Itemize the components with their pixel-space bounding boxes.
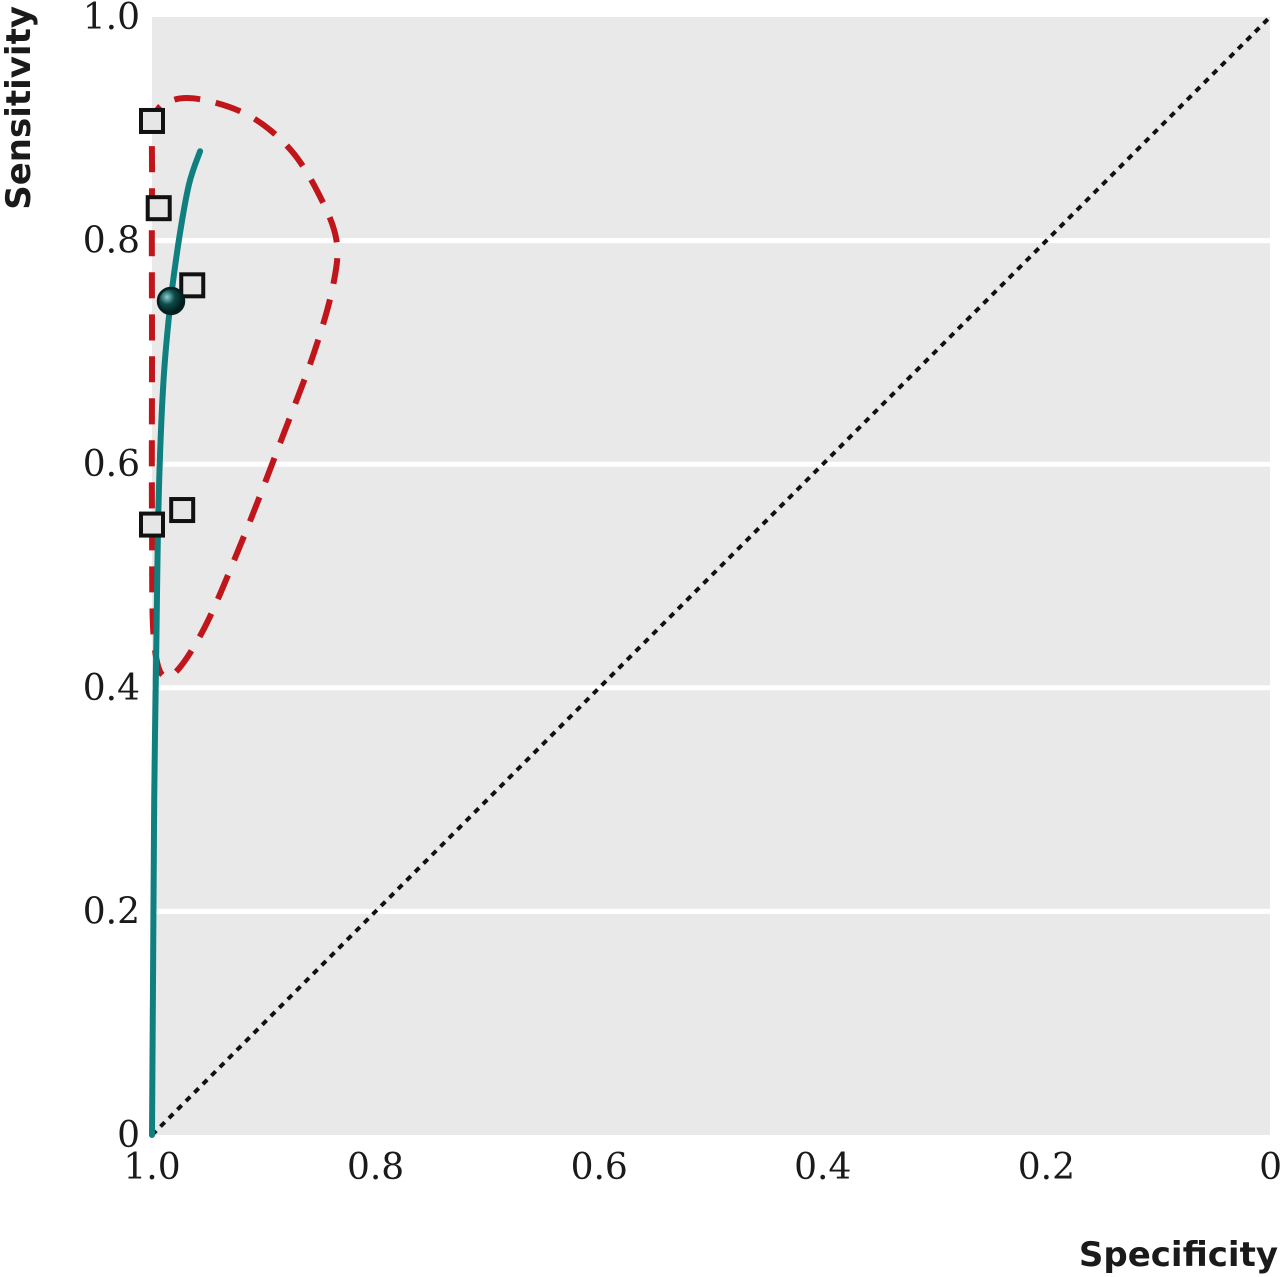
x-tick-label-0: 1.0 xyxy=(123,1147,180,1188)
y-tick-label-3: 0.6 xyxy=(83,444,140,485)
y-tick-label-5: 1.0 xyxy=(83,0,140,38)
x-tick-label-1: 0.8 xyxy=(347,1147,404,1188)
y-tick-label-1: 0.2 xyxy=(83,891,140,932)
y-tick-label-2: 0.4 xyxy=(83,668,140,709)
study-point-1 xyxy=(145,195,172,222)
y-axis-title: Sensitivity xyxy=(0,6,39,210)
summary-point-0 xyxy=(156,286,186,316)
x-axis-title: Specificity xyxy=(1079,1235,1278,1275)
y-tick-label-4: 0.8 xyxy=(83,221,140,262)
x-tick-label-5: 0 xyxy=(1259,1147,1280,1188)
x-tick-label-2: 0.6 xyxy=(571,1147,628,1188)
series-layer xyxy=(139,15,1272,1138)
study-point-2 xyxy=(179,272,206,299)
plot-area-background xyxy=(152,17,1270,1135)
sroc-curve-line xyxy=(149,148,204,1138)
study-point-4 xyxy=(169,497,196,524)
y-axis-ticks: 0 0.2 0.4 0.6 0.8 1.0 xyxy=(83,0,140,1156)
study-point-0 xyxy=(139,107,165,134)
x-tick-label-4: 0.2 xyxy=(1018,1147,1075,1188)
confidence-region-contour xyxy=(148,95,341,680)
x-axis-ticks: 1.0 0.8 0.6 0.4 0.2 0 xyxy=(123,1135,1280,1188)
study-point-3 xyxy=(139,511,165,538)
x-tick-label-3: 0.4 xyxy=(794,1147,851,1188)
y-tick-label-0: 0 xyxy=(117,1115,140,1156)
